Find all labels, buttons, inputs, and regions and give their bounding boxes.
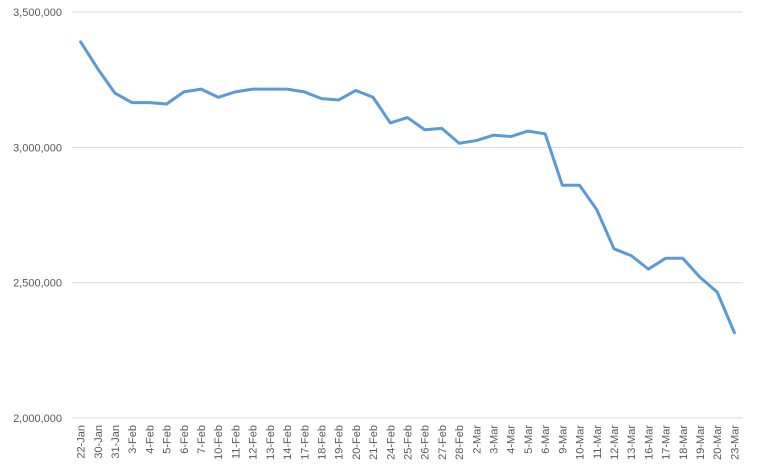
x-axis-tick-label: 5-Feb: [162, 425, 174, 454]
x-axis-tick-label: 25-Feb: [403, 425, 415, 460]
x-axis-tick-label: 19-Feb: [334, 425, 346, 460]
x-axis-tick-label: 12-Mar: [609, 425, 621, 460]
x-axis-tick-label: 22-Jan: [76, 425, 88, 459]
x-axis-tick-label: 17-Feb: [299, 425, 311, 460]
x-axis-tick-label: 6-Mar: [540, 425, 552, 454]
x-axis-tick-label: 18-Mar: [678, 425, 690, 460]
x-axis-tick-label: 28-Feb: [454, 425, 466, 460]
x-axis-tick-label: 13-Mar: [626, 425, 638, 460]
x-axis-tick-label: 4-Feb: [144, 425, 156, 454]
x-axis-tick-label: 11-Feb: [230, 425, 242, 459]
x-axis-tick-label: 19-Mar: [695, 425, 707, 460]
x-axis-tick-label: 24-Feb: [385, 425, 397, 460]
y-axis-tick-label: 3,500,000: [13, 7, 62, 19]
x-axis-tick-label: 18-Feb: [316, 425, 328, 460]
x-axis-tick-label: 14-Feb: [282, 425, 294, 460]
y-axis-tick-label: 2,000,000: [13, 413, 62, 425]
x-axis-tick-label: 20-Feb: [351, 425, 363, 460]
x-axis-tick-label: 5-Mar: [523, 425, 535, 454]
x-axis-tick-label: 21-Feb: [368, 425, 380, 460]
x-axis-tick-label: 3-Mar: [489, 425, 501, 454]
x-axis-tick-label: 20-Mar: [712, 425, 724, 460]
x-axis-tick-label: 12-Feb: [248, 425, 260, 460]
x-axis-tick-label: 26-Feb: [420, 425, 432, 460]
x-axis-tick-label: 7-Feb: [196, 425, 208, 454]
x-axis-tick-label: 10-Mar: [575, 425, 587, 460]
x-axis-tick-label: 16-Mar: [643, 425, 655, 460]
x-axis-tick-label: 9-Mar: [557, 425, 569, 454]
x-axis-tick-label: 2-Mar: [471, 425, 483, 454]
y-axis-tick-label: 2,500,000: [13, 278, 62, 290]
y-axis-tick-label: 3,000,000: [13, 142, 62, 154]
x-axis-tick-label: 31-Jan: [110, 425, 122, 459]
x-axis-tick-label: 30-Jan: [93, 425, 105, 459]
x-axis-tick-label: 11-Mar: [592, 425, 604, 459]
data-series-line: [79, 40, 736, 335]
x-axis-tick-label: 10-Feb: [213, 425, 225, 460]
x-axis-tick-label: 4-Mar: [506, 425, 518, 454]
x-axis-tick-label: 6-Feb: [179, 425, 191, 454]
x-axis-tick-label: 3-Feb: [127, 425, 139, 454]
x-axis-tick-label: 23-Mar: [729, 425, 741, 460]
x-axis-tick-label: 17-Mar: [661, 425, 673, 460]
x-axis-tick-label: 27-Feb: [437, 425, 449, 460]
x-axis-tick-label: 13-Feb: [265, 425, 277, 460]
